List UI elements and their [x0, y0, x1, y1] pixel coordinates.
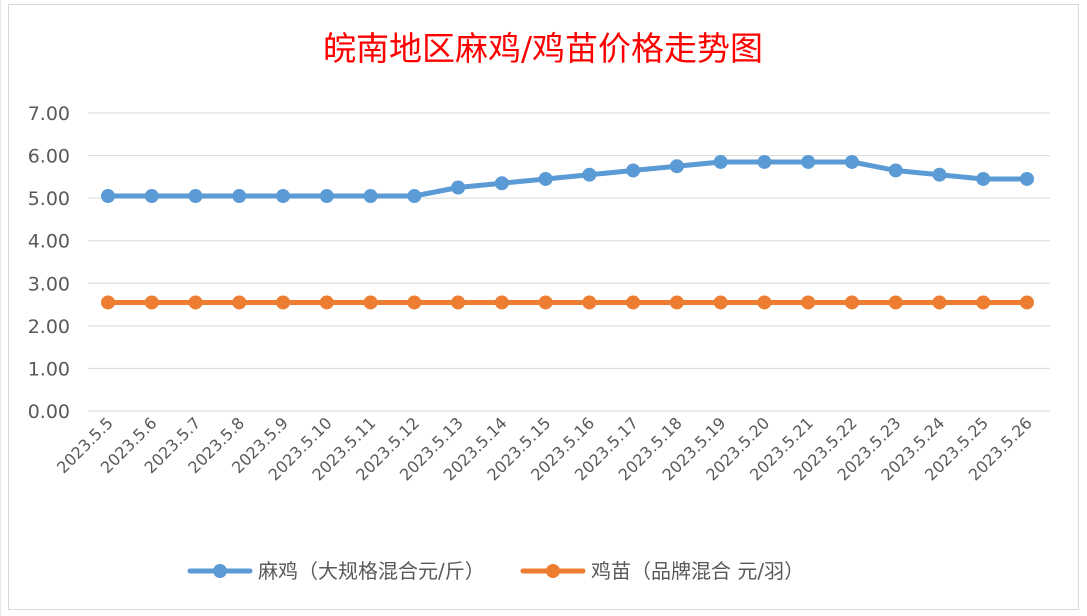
data-point[interactable] — [276, 189, 291, 204]
data-point[interactable] — [144, 189, 159, 204]
data-point[interactable] — [407, 295, 422, 310]
data-point[interactable] — [494, 295, 509, 310]
data-point[interactable] — [538, 295, 553, 310]
data-point[interactable] — [144, 295, 159, 310]
data-point[interactable] — [1020, 295, 1034, 310]
data-point[interactable] — [582, 167, 597, 182]
legend-label: 麻鸡（大规格混合元/斤） — [258, 559, 485, 583]
data-point[interactable] — [319, 295, 334, 310]
legend-label: 鸡苗（品牌混合 元/羽） — [591, 559, 804, 583]
data-point[interactable] — [713, 295, 728, 310]
data-point[interactable] — [669, 295, 684, 310]
data-point[interactable] — [626, 295, 641, 310]
data-point[interactable] — [101, 189, 115, 204]
data-point[interactable] — [888, 163, 903, 178]
data-point[interactable] — [932, 167, 947, 182]
data-point[interactable] — [976, 295, 991, 310]
gridlines — [88, 112, 1050, 412]
legend-entry[interactable]: 鸡苗（品牌混合 元/羽） — [520, 559, 804, 583]
data-point[interactable] — [232, 189, 247, 204]
y-tick-label: 0.00 — [28, 401, 70, 423]
chart-title: 皖南地区麻鸡/鸡苗价格走势图 — [323, 29, 763, 68]
data-point[interactable] — [757, 295, 772, 310]
y-tick-label: 1.00 — [28, 358, 70, 380]
x-axis-tick-labels: 2023.5.52023.5.62023.5.72023.5.82023.5.9… — [53, 413, 1036, 484]
legend: 麻鸡（大规格混合元/斤） 鸡苗（品牌混合 元/羽） — [187, 559, 804, 583]
data-point[interactable] — [101, 295, 115, 310]
data-point[interactable] — [626, 163, 641, 178]
y-tick-label: 3.00 — [28, 273, 70, 295]
data-point[interactable] — [801, 295, 816, 310]
data-point[interactable] — [713, 154, 728, 169]
data-point[interactable] — [363, 295, 378, 310]
data-point[interactable] — [494, 176, 509, 191]
y-axis-tick-labels: 0.00 1.00 2.00 3.00 4.00 5.00 6.00 7.00 — [28, 103, 70, 423]
data-point[interactable] — [1020, 171, 1034, 186]
data-point[interactable] — [582, 295, 597, 310]
series-line — [105, 159, 1030, 199]
data-point[interactable] — [451, 295, 466, 310]
series-layer — [101, 154, 1034, 310]
data-point[interactable] — [844, 295, 859, 310]
legend-entry[interactable]: 麻鸡（大规格混合元/斤） — [187, 559, 485, 583]
data-point[interactable] — [319, 189, 334, 204]
data-point[interactable] — [407, 189, 422, 204]
legend-marker — [546, 564, 560, 578]
data-point[interactable] — [844, 154, 859, 169]
legend-marker — [213, 564, 227, 578]
series-2 — [101, 295, 1034, 310]
data-point[interactable] — [232, 295, 247, 310]
data-point[interactable] — [451, 180, 466, 195]
data-point[interactable] — [363, 189, 378, 204]
data-point[interactable] — [976, 171, 991, 186]
data-point[interactable] — [538, 171, 553, 186]
y-tick-label: 6.00 — [28, 146, 70, 168]
data-point[interactable] — [757, 154, 772, 169]
data-point[interactable] — [932, 295, 947, 310]
y-tick-label: 2.00 — [28, 316, 70, 338]
data-point[interactable] — [669, 159, 684, 174]
data-point[interactable] — [801, 154, 816, 169]
y-tick-label: 5.00 — [28, 188, 70, 210]
data-point[interactable] — [888, 295, 903, 310]
y-tick-label: 7.00 — [28, 103, 70, 125]
y-tick-label: 4.00 — [28, 231, 70, 253]
data-point[interactable] — [188, 189, 203, 204]
data-point[interactable] — [276, 295, 291, 310]
series-1 — [101, 154, 1034, 204]
data-point[interactable] — [188, 295, 203, 310]
